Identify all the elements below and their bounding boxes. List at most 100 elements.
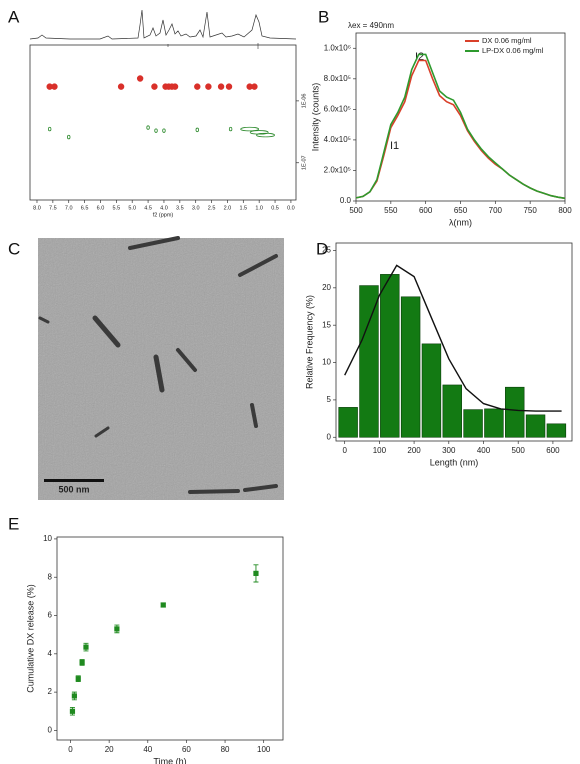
cross-peak (136, 75, 144, 82)
x-tick-label: 5.5 (113, 205, 121, 211)
x-tick-label: 1.5 (239, 205, 247, 211)
x-tick-label: 0.0 (287, 205, 295, 211)
x-tick-label: 80 (221, 745, 230, 754)
y-tick-label: 1E-06 (301, 94, 307, 109)
x-tick-label: 750 (523, 206, 537, 215)
cross-peak (225, 83, 233, 90)
panel-label: D (316, 239, 328, 258)
data-point (71, 693, 77, 699)
histogram-bar (546, 423, 567, 438)
legend-label: LP-DX 0.06 mg/ml (482, 46, 544, 55)
cross-peak (51, 83, 58, 90)
y-tick-label: 4.0x10⁵ (324, 135, 351, 144)
x-tick-label: 2.5 (208, 205, 216, 211)
y-tick-label: 2.0x10⁵ (324, 166, 351, 175)
y-tick-label: 10 (43, 534, 52, 543)
histogram-bar (505, 386, 525, 438)
x-tick-label: 60 (182, 745, 191, 754)
y-tick-label: 2 (48, 687, 53, 696)
cross-peak (195, 127, 199, 133)
y-axis-label: Relative Frequency (%) (304, 295, 314, 389)
scale-bar-label: 500 nm (58, 484, 89, 494)
x-tick-label: 7.0 (65, 205, 73, 211)
x-tick-label: 650 (454, 206, 468, 215)
y-tick-label: 8.0x10⁵ (324, 74, 351, 83)
x-axis-label: λ(nm) (449, 217, 472, 227)
x-tick-label: 5.0 (128, 205, 136, 211)
x-tick-label: 100 (373, 446, 387, 455)
plot-frame (335, 242, 573, 442)
data-point (83, 644, 89, 650)
histogram-bar (484, 408, 504, 438)
subtitle: λex = 490nm (348, 21, 394, 30)
cross-peak (151, 83, 158, 90)
x-axis-label: f2 (ppm) (153, 212, 174, 218)
plot-frame (29, 44, 297, 201)
cross-peak (67, 134, 71, 140)
cross-peak (47, 126, 52, 132)
x-tick-label: 4.5 (144, 205, 152, 211)
panel-label: A (8, 7, 20, 26)
y-tick-label: 8 (48, 572, 53, 581)
x-tick-label: 500 (349, 206, 363, 215)
y-tick-label: 20 (322, 283, 331, 292)
x-tick-label: 40 (143, 745, 152, 754)
x-tick-label: 200 (407, 446, 421, 455)
x-axis-label: Length (nm) (430, 457, 479, 467)
y-tick-label: 6 (48, 611, 53, 620)
annotation: I1 (390, 140, 399, 152)
y-tick-label: 10 (322, 358, 331, 367)
x-axis-label: Time (h) (153, 756, 186, 764)
x-tick-label: 3.5 (176, 205, 184, 211)
histogram-bar (380, 274, 400, 438)
histogram-bar (421, 343, 442, 438)
cross-peak (146, 125, 150, 130)
y-tick-label: 15 (322, 320, 331, 329)
x-tick-label: 4.0 (160, 205, 168, 211)
cross-peak (162, 128, 166, 133)
annotation: I2 (415, 51, 424, 63)
y-tick-label: 25 (322, 246, 331, 255)
y-tick-label: 6.0x10⁵ (324, 104, 351, 113)
cross-peak (194, 83, 201, 90)
x-tick-label: 3.0 (192, 205, 200, 211)
x-tick-label: 800 (558, 206, 572, 215)
cross-peak (117, 83, 125, 90)
x-tick-label: 7.5 (49, 205, 57, 211)
y-tick-label: 0.0 (340, 196, 352, 205)
histogram-bar (359, 285, 379, 438)
fit-curve (344, 264, 562, 412)
data-point (75, 676, 81, 682)
x-tick-label: 300 (442, 446, 456, 455)
cross-peak (256, 132, 275, 138)
x-tick-label: 100 (257, 745, 271, 754)
x-tick-label: 0.5 (271, 205, 279, 211)
y-tick-label: 0 (327, 432, 332, 441)
histogram-bar (463, 409, 483, 438)
proton-spectrum (29, 9, 297, 40)
y-axis-label: Intensity (counts) (310, 83, 320, 152)
y-tick-label: 1.0x10⁶ (324, 43, 351, 52)
data-point (79, 659, 85, 666)
x-tick-label: 8.0 (33, 205, 41, 211)
y-tick-label: 0 (48, 726, 53, 735)
legend-label: DX 0.06 mg/ml (482, 36, 532, 45)
x-tick-label: 500 (512, 446, 526, 455)
x-tick-label: 2.0 (224, 205, 232, 211)
cross-peak (205, 83, 212, 90)
cross-peak (240, 126, 260, 132)
x-tick-label: 400 (477, 446, 491, 455)
cross-peak (154, 128, 158, 133)
x-tick-label: 600 (546, 446, 560, 455)
cross-peak (251, 83, 258, 90)
cross-peak (228, 126, 233, 132)
x-tick-label: 20 (105, 745, 114, 754)
histogram-bar (338, 407, 358, 438)
data-point (69, 708, 76, 714)
cross-peak (217, 83, 225, 90)
x-tick-label: 1.0 (255, 205, 263, 211)
histogram-bar (400, 296, 421, 438)
data-point (253, 570, 259, 576)
tem-image (38, 236, 284, 500)
